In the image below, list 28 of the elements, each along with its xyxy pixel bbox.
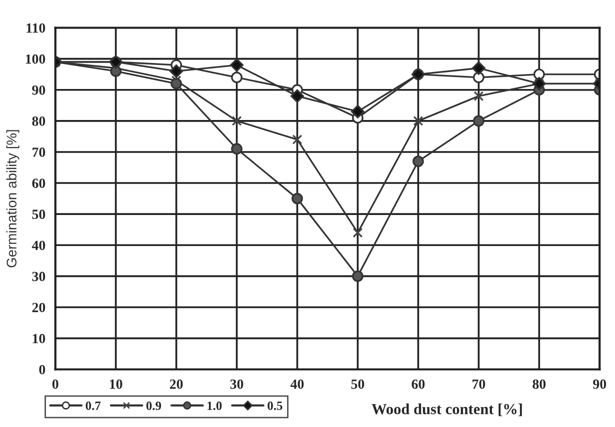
x-tick-label: 50 xyxy=(351,379,364,389)
y-tick-label: 70 xyxy=(32,148,46,157)
y-tick-label: 50 xyxy=(32,210,46,220)
y-tick-label: 100 xyxy=(26,54,46,64)
y-tick-label: 40 xyxy=(32,240,46,250)
x-tick-label: 70 xyxy=(472,379,486,389)
y-tick-label: 80 xyxy=(32,116,46,126)
y-tick-label: 90 xyxy=(32,85,46,95)
x-tick-label: 10 xyxy=(110,379,122,389)
y-tick-label: 30 xyxy=(32,272,46,282)
x-tick-label: 40 xyxy=(290,379,304,389)
y-tick-label: 110 xyxy=(26,23,46,33)
legend-label: 0.5 xyxy=(268,402,282,410)
legend-label: 1.0 xyxy=(208,402,222,410)
x-tick-label: 20 xyxy=(170,379,183,389)
y-tick-label: 10 xyxy=(32,334,46,344)
x-tick-label: 80 xyxy=(532,379,546,389)
y-tick-label: 60 xyxy=(32,178,46,188)
legend-label: 0.9 xyxy=(146,402,162,410)
x-tick-label: 60 xyxy=(412,379,425,389)
legend-label: 0.7 xyxy=(86,402,101,410)
y-axis-title: Germination ability [%] xyxy=(6,130,20,268)
x-tick-label: 0 xyxy=(52,379,58,389)
x-tick-label: 90 xyxy=(593,379,606,389)
x-tick-label: 30 xyxy=(230,379,244,389)
y-tick-label: 20 xyxy=(32,302,46,312)
y-tick-label: 0 xyxy=(39,364,46,374)
x-axis-title: Wood dust content [%] xyxy=(372,404,522,416)
